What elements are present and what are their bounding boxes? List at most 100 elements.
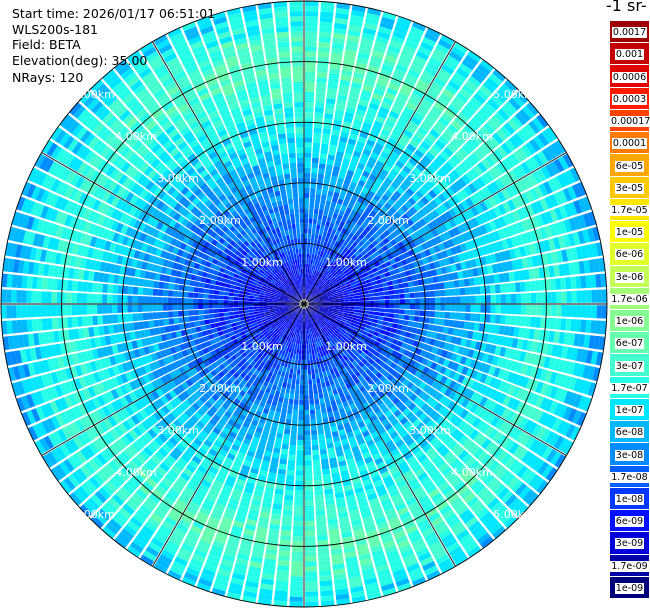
range-gate-cell: [278, 396, 284, 403]
range-gate-cell: [405, 101, 417, 112]
range-gate-cell: [402, 378, 410, 387]
range-gate-cell: [288, 331, 292, 337]
range-gate-cell: [174, 461, 185, 471]
range-gate-cell: [259, 588, 273, 596]
range-gate-cell: [382, 335, 389, 341]
range-gate-cell: [263, 363, 269, 370]
range-gate-cell: [290, 342, 294, 348]
range-gate-cell: [397, 359, 405, 367]
range-gate-cell: [325, 242, 331, 249]
range-gate-cell: [333, 482, 343, 489]
range-gate-cell: [354, 351, 361, 358]
range-gate-cell: [272, 503, 283, 510]
range-gate-cell: [469, 152, 480, 164]
range-gate-cell: [433, 196, 443, 206]
range-gate-cell: [194, 381, 202, 390]
range-gate-cell: [342, 247, 349, 253]
range-gate-cell: [304, 359, 307, 365]
range-gate-cell: [342, 326, 348, 332]
range-gate-cell: [540, 166, 551, 180]
range-gate-cell: [320, 199, 326, 206]
range-gate-cell: [339, 380, 345, 387]
range-gate-cell: [469, 403, 479, 414]
range-gate-cell: [263, 391, 270, 399]
range-gate-cell: [453, 500, 466, 512]
range-gate-cell: [413, 203, 422, 212]
range-gate-cell: [278, 331, 284, 337]
range-gate-cell: [308, 348, 312, 355]
range-gate-cell: [322, 417, 329, 424]
range-gate-cell: [412, 88, 425, 98]
range-gate-cell: [479, 126, 491, 138]
range-gate-cell: [221, 367, 229, 375]
range-gate-cell: [382, 237, 390, 245]
range-gate-cell: [572, 183, 582, 198]
range-gate-cell: [382, 502, 394, 512]
range-gate-cell: [357, 226, 365, 234]
range-gate-cell: [516, 258, 524, 270]
range-gate-cell: [88, 476, 101, 489]
range-gate-cell: [334, 273, 340, 279]
range-gate-cell: [374, 341, 381, 347]
range-gate-cell: [331, 245, 337, 252]
range-gate-cell: [338, 89, 349, 97]
range-gate-cell: [400, 204, 409, 213]
range-gate-cell: [30, 392, 40, 407]
range-gate-cell: [264, 324, 270, 329]
range-gate-cell: [353, 481, 363, 490]
range-gate-cell: [425, 360, 433, 368]
range-gate-cell: [448, 208, 457, 218]
range-gate-cell: [324, 259, 330, 265]
range-gate-cell: [511, 115, 524, 129]
range-gate-cell: [325, 324, 331, 329]
range-gate-cell: [435, 304, 441, 311]
range-gate-cell: [451, 46, 466, 58]
range-gate-cell: [270, 313, 276, 317]
range-gate-cell: [21, 395, 31, 410]
range-gate-cell: [410, 224, 419, 232]
range-gate-cell: [359, 304, 365, 307]
range-gate-cell: [488, 401, 498, 412]
range-gate-cell: [335, 318, 341, 323]
range-gate-cell: [496, 335, 504, 346]
range-gate-cell: [324, 264, 329, 270]
range-gate-cell: [497, 508, 511, 521]
range-gate-cell: [165, 492, 177, 503]
range-gate-cell: [390, 239, 397, 246]
range-gate-cell: [452, 372, 461, 382]
range-gate-cell: [396, 248, 403, 256]
range-gate-cell: [344, 229, 351, 237]
range-gate-cell: [106, 391, 115, 402]
range-gate-cell: [382, 222, 390, 230]
range-gate-cell: [431, 331, 438, 339]
range-gate-cell: [280, 387, 286, 393]
range-gate-cell: [380, 349, 387, 356]
range-gate-cell: [496, 466, 508, 479]
range-gate-cell: [153, 411, 163, 421]
range-gate-cell: [341, 385, 348, 392]
range-gate-cell: [162, 341, 170, 349]
range-gate-cell: [371, 217, 378, 225]
range-gate-cell: [402, 320, 409, 326]
range-gate-cell: [173, 387, 182, 396]
range-gate-cell: [216, 398, 225, 406]
range-gate-cell: [283, 322, 288, 328]
range-gate-cell: [318, 36, 331, 43]
range-gate-cell: [82, 388, 92, 400]
range-gate-cell: [224, 333, 231, 339]
range-gate-cell: [426, 570, 441, 581]
range-gate-cell: [434, 311, 441, 318]
range-gate-cell: [263, 491, 274, 499]
range-gate-cell: [509, 248, 517, 260]
range-gate-cell: [406, 218, 414, 227]
range-gate-cell: [329, 256, 335, 262]
range-gate-cell: [531, 171, 542, 184]
range-gate-cell: [337, 289, 343, 293]
range-gate-cell: [297, 364, 301, 370]
range-gate-cell: [355, 433, 363, 441]
range-gate-cell: [247, 357, 254, 364]
range-gate-cell: [46, 451, 58, 466]
range-gate-cell: [357, 104, 368, 112]
range-gate-cell: [249, 345, 255, 352]
range-gate-cell: [285, 310, 291, 314]
